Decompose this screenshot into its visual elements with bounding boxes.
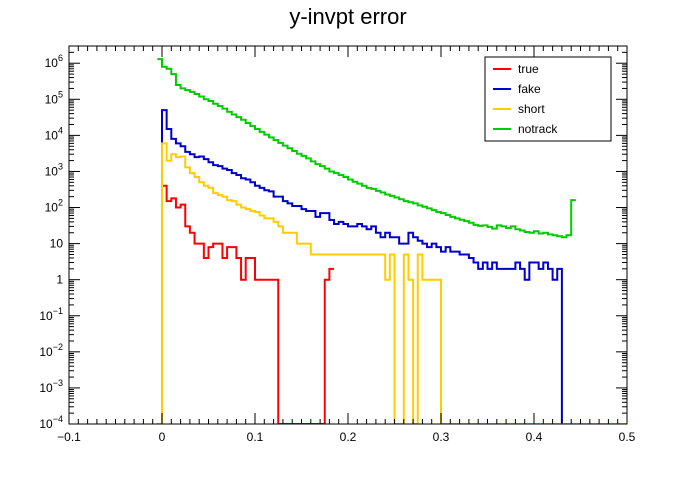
y-tick-label-exponent: 2 xyxy=(58,198,63,208)
y-tick-label-exponent: 6 xyxy=(58,53,63,63)
y-tick-label-base: 10 xyxy=(39,345,53,359)
y-tick-label-exponent: 3 xyxy=(58,161,63,171)
y-tick-label-base: 10 xyxy=(39,417,53,431)
y-tick-label: 103 xyxy=(45,161,63,178)
series-line-notrack xyxy=(157,58,576,239)
legend-box xyxy=(484,56,612,142)
legend-label-fake: fake xyxy=(518,82,541,96)
y-tick-label-exponent: −1 xyxy=(53,306,63,316)
y-tick-label: 10−4 xyxy=(39,414,63,431)
x-tick-label: 0.5 xyxy=(619,430,636,444)
y-tick-label: 10−3 xyxy=(39,378,63,395)
y-tick-label-base: 10 xyxy=(50,237,64,251)
y-tick-label: 104 xyxy=(45,125,63,142)
legend-label-true: true xyxy=(518,62,539,76)
y-tick-label: 10−1 xyxy=(39,306,63,323)
y-tick-label-base: 10 xyxy=(45,128,59,142)
y-tick-label: 105 xyxy=(45,89,63,106)
legend-label-short: short xyxy=(518,102,545,116)
y-tick-label-exponent: −4 xyxy=(53,414,63,424)
y-tick-label-base: 10 xyxy=(39,309,53,323)
y-tick-label: 102 xyxy=(45,198,63,215)
y-tick-label: 10−2 xyxy=(39,342,63,359)
x-tick-label: 0.4 xyxy=(526,430,543,444)
x-tick-label: 0.1 xyxy=(247,430,264,444)
y-tick-label-base: 10 xyxy=(45,164,59,178)
y-tick-label: 1 xyxy=(56,273,63,287)
series-line-true xyxy=(157,184,335,424)
y-tick-label-exponent: −3 xyxy=(53,378,63,388)
chart-title: y-invpt error xyxy=(289,4,406,29)
y-tick-label-base: 1 xyxy=(56,273,63,287)
x-tick-label: 0.2 xyxy=(340,430,357,444)
x-tick-label: 0 xyxy=(159,430,166,444)
legend-label-notrack: notrack xyxy=(518,122,558,136)
series-line-fake xyxy=(157,109,627,424)
y-tick-label-base: 10 xyxy=(39,381,53,395)
y-tick-label-base: 10 xyxy=(45,201,59,215)
y-tick-label-exponent: 5 xyxy=(58,89,63,99)
y-tick-label: 106 xyxy=(45,53,63,70)
series-group xyxy=(157,58,627,424)
x-tick-label: 0.3 xyxy=(433,430,450,444)
y-tick-label-base: 10 xyxy=(45,56,59,70)
x-tick-label: −0.1 xyxy=(57,430,81,444)
y-tick-label-base: 10 xyxy=(45,92,59,106)
y-tick-label-exponent: −2 xyxy=(53,342,63,352)
y-tick-label-exponent: 4 xyxy=(58,125,63,135)
series-line-short xyxy=(157,142,627,424)
y-tick-label: 10 xyxy=(50,237,64,251)
